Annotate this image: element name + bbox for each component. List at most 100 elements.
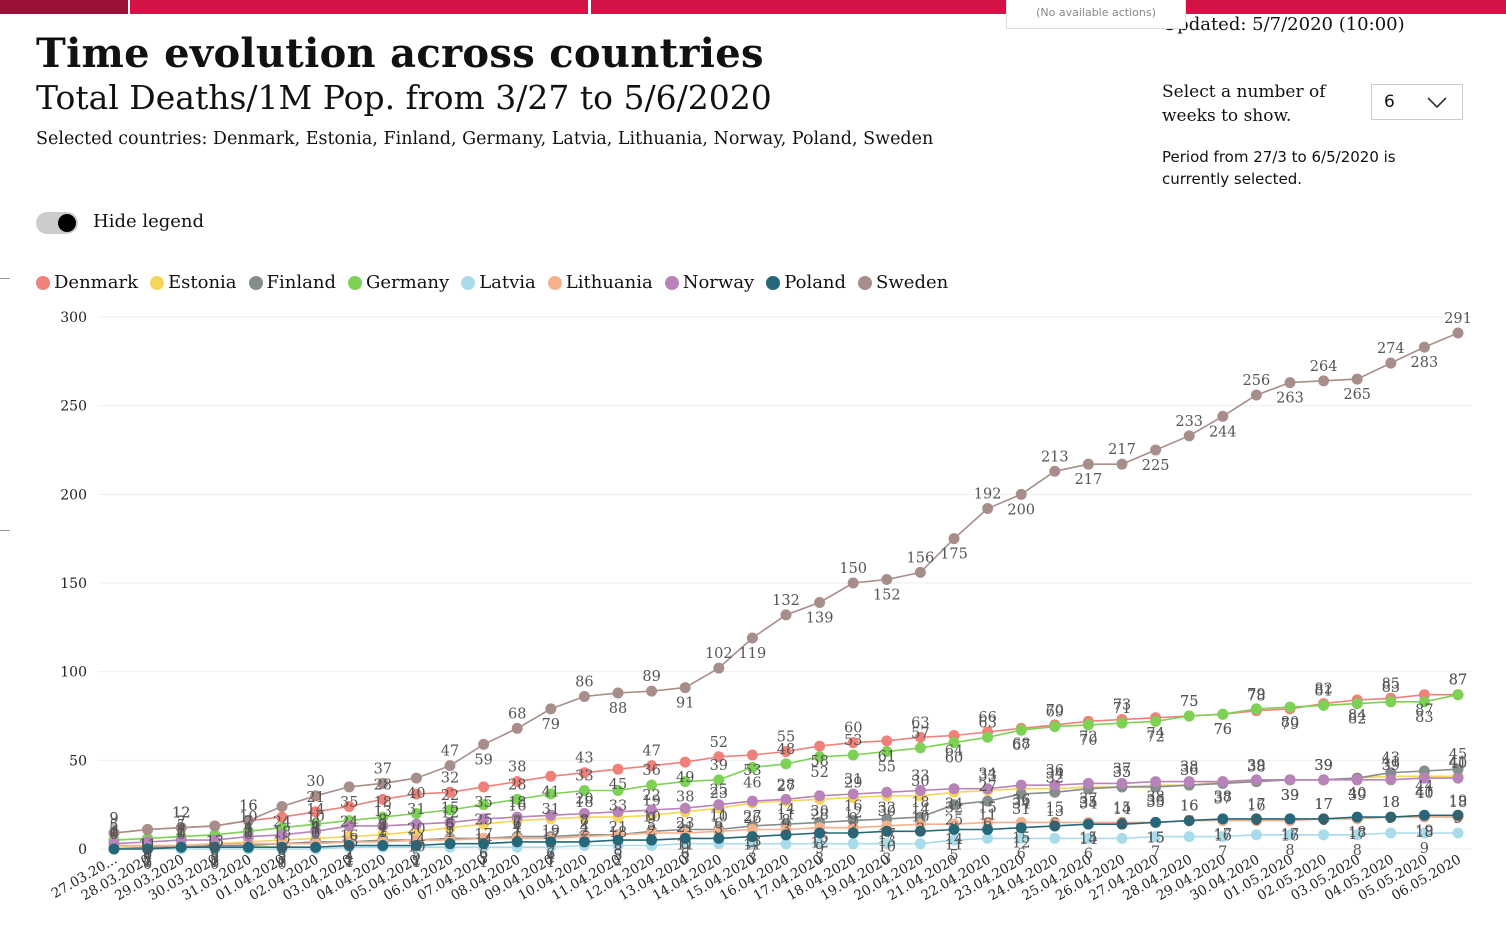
data-label: 3 bbox=[882, 852, 891, 868]
data-point-norway bbox=[1385, 774, 1397, 786]
data-label: 18 bbox=[374, 795, 392, 811]
data-label: 91 bbox=[676, 696, 694, 712]
data-point-sweden bbox=[780, 609, 792, 621]
data-label: 14 bbox=[945, 832, 963, 848]
actions-tooltip: (No available actions) bbox=[1006, 0, 1186, 29]
data-point-sweden bbox=[847, 577, 859, 589]
data-label: 3 bbox=[781, 822, 790, 838]
data-label: 263 bbox=[1276, 391, 1304, 407]
data-point-latvia bbox=[982, 832, 994, 844]
legend-item-finland[interactable]: Finland bbox=[248, 272, 336, 293]
data-label: 68 bbox=[1012, 736, 1030, 752]
data-point-latvia bbox=[1318, 829, 1330, 841]
data-label: 37 bbox=[1079, 791, 1097, 807]
data-point-germany bbox=[478, 799, 490, 811]
legend-item-poland[interactable]: Poland bbox=[766, 272, 846, 293]
data-label: 28 bbox=[810, 807, 828, 823]
legend-marker bbox=[858, 275, 873, 290]
data-point-germany bbox=[377, 811, 389, 823]
data-point-poland bbox=[948, 823, 960, 835]
data-point-norway bbox=[343, 820, 355, 832]
data-point-germany bbox=[1318, 699, 1330, 711]
data-label: 192 bbox=[974, 487, 1002, 503]
data-label: 41 bbox=[1449, 754, 1467, 770]
data-label: 82 bbox=[1348, 712, 1366, 728]
data-label: 5 bbox=[445, 818, 454, 834]
data-label: 132 bbox=[772, 593, 800, 609]
data-label: 6 bbox=[714, 816, 723, 832]
data-label: 7 bbox=[244, 815, 253, 831]
data-point-norway bbox=[982, 783, 994, 795]
data-label: 102 bbox=[705, 646, 733, 662]
data-point-sweden bbox=[881, 573, 893, 585]
data-label: 32 bbox=[945, 800, 963, 816]
data-label: 13 bbox=[340, 834, 358, 850]
data-point-germany bbox=[511, 793, 523, 805]
data-label: 15 bbox=[441, 800, 459, 816]
data-point-sweden bbox=[1318, 375, 1330, 387]
legend-toggle[interactable] bbox=[36, 212, 78, 234]
data-point-sweden bbox=[377, 777, 389, 789]
data-point-sweden bbox=[242, 815, 254, 827]
data-label: 75 bbox=[1180, 694, 1198, 710]
data-label: 69 bbox=[1046, 705, 1064, 721]
data-label: 2 bbox=[143, 853, 152, 869]
data-point-germany bbox=[1351, 698, 1363, 710]
legend-label: Poland bbox=[784, 272, 847, 293]
data-label: 11 bbox=[710, 807, 728, 823]
side-tick-mark bbox=[0, 530, 10, 531]
data-label: 39 bbox=[710, 758, 728, 774]
data-label: 27 bbox=[978, 779, 996, 795]
data-label: 1 bbox=[210, 855, 219, 871]
data-label: 60 bbox=[844, 721, 862, 737]
data-label: 0 bbox=[109, 827, 118, 843]
data-point-norway bbox=[1284, 774, 1296, 786]
data-label: 25 bbox=[710, 783, 728, 799]
data-label: 79 bbox=[1281, 717, 1299, 733]
data-label: 4 bbox=[378, 820, 387, 836]
data-label: 15 bbox=[978, 800, 996, 816]
data-label: 274 bbox=[1377, 341, 1405, 357]
data-label: 28 bbox=[508, 777, 526, 793]
page-subtitle: Total Deaths/1M Pop. from 3/27 to 5/6/20… bbox=[36, 78, 772, 117]
data-point-poland bbox=[209, 841, 221, 853]
legend-item-estonia[interactable]: Estonia bbox=[150, 272, 237, 293]
data-label: 9 bbox=[647, 811, 656, 827]
data-label: 57 bbox=[911, 726, 929, 742]
data-label: 38 bbox=[1180, 760, 1198, 776]
data-label: 0 bbox=[277, 857, 286, 873]
data-label: 13 bbox=[743, 834, 761, 850]
data-point-finland bbox=[1452, 763, 1464, 775]
data-label: 79 bbox=[1247, 687, 1265, 703]
data-label: 2 bbox=[210, 853, 219, 869]
legend-item-lithuania[interactable]: Lithuania bbox=[547, 272, 653, 293]
data-point-sweden bbox=[1049, 465, 1061, 477]
data-label: 14 bbox=[1113, 802, 1131, 818]
legend-item-sweden[interactable]: Sweden bbox=[858, 272, 948, 293]
data-label: 17 bbox=[878, 827, 896, 843]
legend-item-latvia[interactable]: Latvia bbox=[461, 272, 536, 293]
weeks-select[interactable]: 6 bbox=[1371, 84, 1463, 120]
y-tick-label: 250 bbox=[60, 399, 87, 415]
data-label: 14 bbox=[1079, 832, 1097, 848]
legend-label: Latvia bbox=[479, 272, 536, 293]
data-point-denmark bbox=[578, 767, 590, 779]
data-label: 7 bbox=[1218, 845, 1227, 861]
legend-item-norway[interactable]: Norway bbox=[664, 272, 755, 293]
data-label: 217 bbox=[1108, 442, 1136, 458]
data-label: 8 bbox=[1252, 813, 1261, 829]
data-label: 39 bbox=[1314, 758, 1332, 774]
data-label: 3 bbox=[210, 852, 219, 868]
top-banner bbox=[0, 0, 1506, 14]
data-label: 36 bbox=[1180, 763, 1198, 779]
legend-marker bbox=[248, 275, 263, 290]
legend-item-germany[interactable]: Germany bbox=[347, 272, 449, 293]
data-point-sweden bbox=[1082, 458, 1094, 470]
data-point-poland bbox=[1217, 813, 1229, 825]
data-point-germany bbox=[914, 742, 926, 754]
data-point-poland bbox=[713, 832, 725, 844]
data-label: 26 bbox=[743, 811, 761, 827]
data-point-sweden bbox=[612, 687, 624, 699]
legend-item-denmark[interactable]: Denmark bbox=[36, 272, 138, 293]
legend-label: Norway bbox=[682, 272, 755, 293]
